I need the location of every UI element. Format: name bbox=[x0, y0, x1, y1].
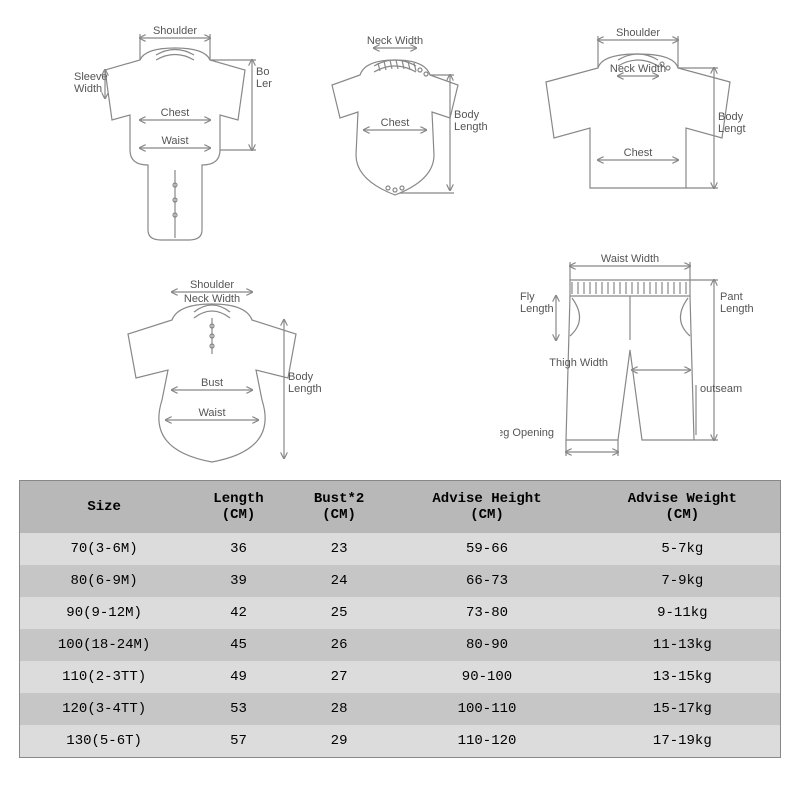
table-row: 70(3-6M)362359-665-7kg bbox=[20, 533, 780, 565]
table-cell: 24 bbox=[289, 565, 390, 597]
table-cell: 120(3-4TT) bbox=[20, 693, 188, 725]
label-outseam: outseam bbox=[700, 383, 742, 395]
size-table-body: 70(3-6M)362359-665-7kg80(6-9M)392466-737… bbox=[20, 533, 780, 757]
table-cell: 29 bbox=[289, 725, 390, 757]
size-table: SizeLength(CM)Bust*2(CM)Advise Height(CM… bbox=[20, 481, 780, 757]
table-cell: 13-15kg bbox=[585, 661, 780, 693]
label-body-length-2: BodyLength bbox=[454, 109, 488, 133]
table-cell: 49 bbox=[188, 661, 289, 693]
size-table-header-cell: Advise Height(CM) bbox=[389, 481, 584, 533]
label-neck-width: Neck Width bbox=[367, 35, 423, 47]
size-table-head: SizeLength(CM)Bust*2(CM)Advise Height(CM… bbox=[20, 481, 780, 533]
table-cell: 59-66 bbox=[389, 533, 584, 565]
table-cell: 80(6-9M) bbox=[20, 565, 188, 597]
label-fly-length: FlyLength bbox=[520, 291, 554, 315]
label-chest-3: Chest bbox=[624, 147, 653, 159]
table-row: 120(3-4TT)5328100-11015-17kg bbox=[20, 693, 780, 725]
table-cell: 100(18-24M) bbox=[20, 629, 188, 661]
diagram-tee: Shoulder Neck Width Chest BodyLengt bbox=[520, 20, 760, 220]
label-neck-width-3: Neck Width bbox=[184, 293, 240, 305]
table-cell: 11-13kg bbox=[585, 629, 780, 661]
label-bust: Bust bbox=[201, 377, 223, 389]
measurement-diagrams: Shoulder BoLer SleeveWidth Chest Waist N… bbox=[0, 0, 800, 480]
label-waist: Waist bbox=[161, 135, 188, 147]
diagram-dress: Shoulder Neck Width Bust Waist BodyLengt… bbox=[100, 270, 330, 480]
table-cell: 90-100 bbox=[389, 661, 584, 693]
size-table-header-cell: Advise Weight(CM) bbox=[585, 481, 780, 533]
size-table-header-cell: Size bbox=[20, 481, 188, 533]
size-table-header-cell: Bust*2(CM) bbox=[289, 481, 390, 533]
label-body-length-3: BodyLengt bbox=[718, 111, 746, 135]
table-row: 80(6-9M)392466-737-9kg bbox=[20, 565, 780, 597]
table-cell: 25 bbox=[289, 597, 390, 629]
table-cell: 27 bbox=[289, 661, 390, 693]
table-cell: 7-9kg bbox=[585, 565, 780, 597]
label-body-length: BoLer bbox=[256, 66, 272, 90]
table-cell: 57 bbox=[188, 725, 289, 757]
label-shoulder-3: Shoulder bbox=[190, 279, 234, 291]
table-cell: 39 bbox=[188, 565, 289, 597]
table-cell: 9-11kg bbox=[585, 597, 780, 629]
table-cell: 80-90 bbox=[389, 629, 584, 661]
label-shoulder-2: Shoulder bbox=[616, 27, 660, 39]
table-cell: 28 bbox=[289, 693, 390, 725]
table-cell: 26 bbox=[289, 629, 390, 661]
label-chest: Chest bbox=[161, 107, 190, 119]
label-sleeve-width: SleeveWidth bbox=[74, 71, 108, 95]
table-cell: 90(9-12M) bbox=[20, 597, 188, 629]
table-cell: 17-19kg bbox=[585, 725, 780, 757]
label-pant-length: PantLength bbox=[720, 291, 754, 315]
table-cell: 110(2-3TT) bbox=[20, 661, 188, 693]
table-row: 110(2-3TT)492790-10013-15kg bbox=[20, 661, 780, 693]
diagram-pants: Waist Width FlyLength PantLength Thigh W… bbox=[500, 240, 770, 475]
label-thigh-width: Thigh Width bbox=[549, 357, 608, 369]
diagram-onesie: Neck Width Chest BodyLength bbox=[300, 30, 490, 220]
table-cell: 66-73 bbox=[389, 565, 584, 597]
table-row: 90(9-12M)422573-809-11kg bbox=[20, 597, 780, 629]
table-cell: 53 bbox=[188, 693, 289, 725]
table-cell: 23 bbox=[289, 533, 390, 565]
table-cell: 110-120 bbox=[389, 725, 584, 757]
table-cell: 42 bbox=[188, 597, 289, 629]
table-row: 100(18-24M)452680-9011-13kg bbox=[20, 629, 780, 661]
label-body-length-4: BodyLength bbox=[288, 371, 322, 395]
table-cell: 73-80 bbox=[389, 597, 584, 629]
table-cell: 45 bbox=[188, 629, 289, 661]
table-cell: 100-110 bbox=[389, 693, 584, 725]
table-cell: 36 bbox=[188, 533, 289, 565]
size-table-header-cell: Length(CM) bbox=[188, 481, 289, 533]
diagram-romper: Shoulder BoLer SleeveWidth Chest Waist bbox=[70, 20, 280, 260]
label-waist-2: Waist bbox=[198, 407, 225, 419]
table-cell: 5-7kg bbox=[585, 533, 780, 565]
label-neck-width-2: Neck Width bbox=[610, 63, 666, 75]
table-cell: 130(5-6T) bbox=[20, 725, 188, 757]
table-row: 130(5-6T)5729110-12017-19kg bbox=[20, 725, 780, 757]
table-cell: 70(3-6M) bbox=[20, 533, 188, 565]
label-waist-width: Waist Width bbox=[601, 253, 659, 265]
label-shoulder: Shoulder bbox=[153, 25, 197, 37]
table-cell: 15-17kg bbox=[585, 693, 780, 725]
size-table-container: SizeLength(CM)Bust*2(CM)Advise Height(CM… bbox=[19, 480, 781, 758]
label-chest-2: Chest bbox=[381, 117, 410, 129]
label-leg-opening: Leg Opening bbox=[500, 427, 554, 439]
